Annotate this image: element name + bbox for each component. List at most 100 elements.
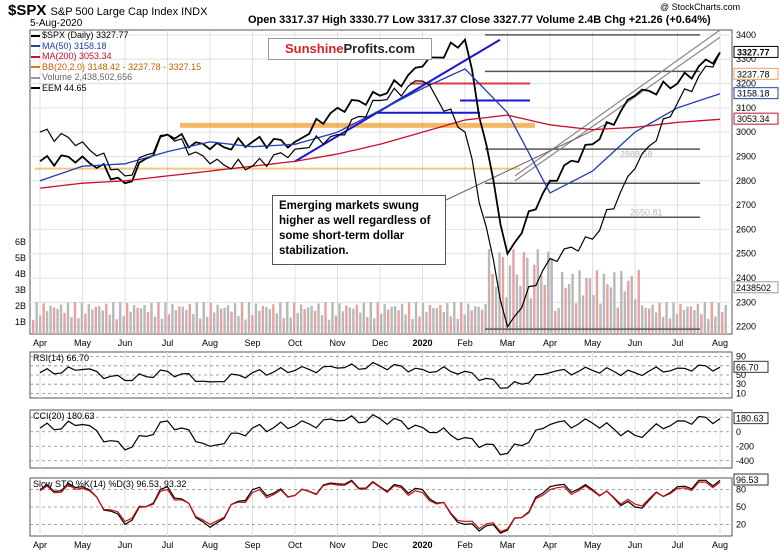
volume-bar: [613, 272, 616, 334]
legend-swatch: [31, 66, 40, 69]
indicator-title: RSI(14) 66.70: [33, 353, 89, 363]
volume-bar: [87, 304, 91, 334]
series-line-ma50: [39, 68, 721, 194]
indicator-tick-label: -400: [736, 456, 754, 466]
volume-bar: [693, 310, 696, 334]
volume-bar: [442, 311, 446, 334]
volume-bar: [446, 302, 449, 334]
volume-bar: [32, 320, 35, 334]
indicator-tick-label: 50: [736, 370, 746, 380]
volume-bar: [630, 275, 633, 334]
price-label-box: [733, 45, 779, 58]
x-tick-label: Jul: [162, 338, 174, 348]
volume-bar: [77, 318, 80, 334]
volume-bar: [467, 303, 470, 334]
volume-bar: [623, 291, 626, 334]
annotation-callout: Emerging markets swung higher as well re…: [272, 195, 446, 265]
y-tick-label: 2500: [736, 249, 756, 259]
legend-label: Volume 2,438,502,656: [42, 72, 133, 82]
volume-bar: [536, 249, 539, 334]
y-tick-label: 3100: [736, 103, 756, 113]
volume-bar: [634, 299, 637, 334]
volume-bar: [334, 315, 338, 334]
brand-logo: SunshineProfits.com: [268, 38, 432, 60]
legend-label: EEM 44.65: [42, 82, 87, 93]
volume-axis-label: 2B: [15, 301, 26, 311]
volume-bar: [153, 316, 157, 334]
indicator-title: Slow STO %K(14) %D(3) 96.53, 93.32: [33, 479, 186, 489]
volume-bar: [101, 310, 104, 334]
x-tick-label-bottom: Apr: [543, 540, 557, 550]
x-tick-label-bottom: Dec: [372, 540, 389, 550]
volume-bar: [327, 319, 331, 334]
x-tick-label-bottom: Nov: [329, 540, 346, 550]
legend-entry: BB(20,2.0) 3148.42 - 3237.78 - 3327.15: [31, 62, 201, 73]
volume-bar: [150, 302, 153, 334]
y-tick-label: 2200: [736, 322, 756, 332]
price-label-box: [733, 67, 779, 80]
volume-bar: [91, 309, 94, 334]
volume-bar: [84, 313, 87, 334]
price-legend: $SPX (Daily) 3327.77 MA(50) 3158.18 MA(200…: [31, 30, 201, 93]
volume-bar: [453, 302, 456, 334]
volume-bar: [181, 306, 185, 334]
volume-bar: [599, 303, 602, 334]
volume-bar: [560, 272, 564, 334]
x-tick-label: 2020: [412, 338, 432, 348]
volume-bar: [491, 273, 494, 334]
legend-swatch: [31, 45, 40, 48]
volume-bar: [428, 305, 432, 334]
volume-bar: [707, 318, 710, 334]
indicator-last-value: 96.53: [736, 475, 759, 485]
volume-bar: [206, 316, 209, 334]
y-tick-label: 3000: [736, 127, 756, 137]
volume-bar: [533, 264, 536, 334]
volume-bar: [390, 306, 393, 334]
volume-bar: [265, 307, 268, 334]
volume-bar: [449, 316, 452, 334]
volume-bar: [345, 305, 348, 334]
volume-bar: [331, 302, 334, 334]
volume-bar: [174, 310, 178, 334]
volume-bar: [724, 304, 727, 334]
volume-bar: [63, 312, 66, 334]
volume-bar: [710, 302, 713, 334]
volume-label: 2438502: [736, 283, 771, 293]
callout-pointer: [445, 121, 611, 201]
volume-bar: [286, 302, 289, 334]
x-tick-label: Jun: [118, 338, 133, 348]
volume-bar: [686, 306, 689, 334]
volume-bar: [199, 318, 202, 334]
volume-bar: [178, 306, 181, 334]
volume-bar: [578, 270, 581, 334]
volume-bar: [571, 273, 574, 334]
legend-entry: EEM 44.65: [31, 83, 201, 94]
volume-bar: [293, 302, 296, 334]
volume-bar: [595, 270, 599, 334]
volume-axis-label: 1B: [15, 317, 26, 327]
volume-bar: [59, 304, 63, 334]
volume-bar: [212, 312, 216, 334]
volume-bar: [512, 249, 515, 334]
x-tick-label-bottom: Aug: [712, 540, 728, 550]
volume-bar: [299, 304, 303, 334]
volume-bar: [320, 315, 324, 334]
brand-part1: Sunshine: [284, 41, 344, 56]
volume-bar: [98, 306, 101, 334]
indicator-tick-label: -200: [736, 441, 754, 451]
volume-bar: [682, 309, 686, 334]
volume-axis-label: 6B: [15, 237, 26, 247]
volume-bar: [540, 275, 543, 334]
brand-part2: Profits.com: [343, 41, 416, 56]
volume-bar: [366, 317, 369, 334]
volume-bar: [167, 314, 171, 334]
legend-swatch: [31, 87, 40, 90]
volume-bar: [550, 258, 553, 334]
volume-bar: [275, 313, 278, 334]
volume-bar: [606, 284, 609, 334]
y-tick-label: 2300: [736, 297, 756, 307]
x-tick-label: Apr: [543, 338, 557, 348]
volume-bar: [473, 306, 477, 334]
volume-bar: [139, 308, 143, 334]
x-tick-label: Aug: [202, 338, 218, 348]
